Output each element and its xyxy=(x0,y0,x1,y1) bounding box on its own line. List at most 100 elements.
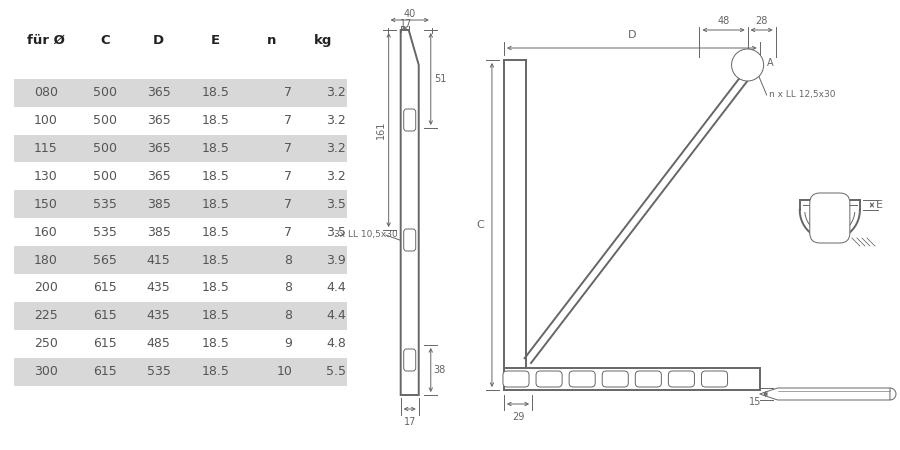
Text: 18.5: 18.5 xyxy=(202,254,230,266)
Text: 40: 40 xyxy=(403,9,416,19)
Text: 365: 365 xyxy=(147,114,170,127)
Text: 485: 485 xyxy=(147,338,170,350)
Text: 8: 8 xyxy=(284,282,292,294)
Text: 18.5: 18.5 xyxy=(202,114,230,127)
Text: 28: 28 xyxy=(755,16,768,26)
Bar xyxy=(14,302,350,330)
Text: 4.4: 4.4 xyxy=(326,310,346,322)
Text: 3.2: 3.2 xyxy=(326,142,346,155)
FancyBboxPatch shape xyxy=(503,371,529,387)
Polygon shape xyxy=(400,30,418,395)
Bar xyxy=(14,358,350,386)
Polygon shape xyxy=(760,388,890,400)
Text: 615: 615 xyxy=(93,310,117,322)
Text: 365: 365 xyxy=(147,86,170,99)
Text: 180: 180 xyxy=(34,254,58,266)
Text: 9: 9 xyxy=(284,338,292,350)
Text: 565: 565 xyxy=(93,254,117,266)
Text: 3.2: 3.2 xyxy=(326,114,346,127)
Text: 8: 8 xyxy=(284,254,292,266)
Text: D: D xyxy=(627,30,636,40)
Text: 415: 415 xyxy=(147,254,170,266)
Text: 7: 7 xyxy=(284,114,292,127)
Text: 385: 385 xyxy=(147,226,170,239)
Text: 615: 615 xyxy=(93,338,117,350)
Text: 435: 435 xyxy=(147,282,170,294)
Text: 160: 160 xyxy=(34,226,58,239)
Text: 38: 38 xyxy=(434,365,446,375)
Text: 15: 15 xyxy=(750,397,761,407)
Text: 500: 500 xyxy=(93,86,117,99)
Text: 5.5: 5.5 xyxy=(326,365,346,378)
Text: 10: 10 xyxy=(276,365,292,378)
Text: A: A xyxy=(767,58,773,68)
Text: 161: 161 xyxy=(375,121,385,139)
Text: 7: 7 xyxy=(284,170,292,183)
Text: 18.5: 18.5 xyxy=(202,170,230,183)
Text: 535: 535 xyxy=(93,198,117,211)
Text: n x LL 12,5x30: n x LL 12,5x30 xyxy=(769,90,835,99)
Text: 51: 51 xyxy=(434,74,446,84)
Bar xyxy=(14,246,350,274)
Text: 17: 17 xyxy=(403,417,416,427)
Text: n: n xyxy=(266,34,275,47)
Text: E: E xyxy=(212,34,220,47)
Text: 18.5: 18.5 xyxy=(202,365,230,378)
Text: 7: 7 xyxy=(284,226,292,239)
Text: 3.5: 3.5 xyxy=(326,226,346,239)
Text: 17: 17 xyxy=(400,19,412,29)
Text: 18.5: 18.5 xyxy=(202,142,230,155)
Text: C: C xyxy=(100,34,110,47)
Bar xyxy=(14,135,350,162)
Text: 48: 48 xyxy=(717,16,730,26)
Text: 435: 435 xyxy=(147,310,170,322)
Text: 300: 300 xyxy=(34,365,58,378)
FancyBboxPatch shape xyxy=(635,371,662,387)
FancyBboxPatch shape xyxy=(569,371,595,387)
Text: 535: 535 xyxy=(93,226,117,239)
Text: 4.8: 4.8 xyxy=(326,338,346,350)
Text: für Ø: für Ø xyxy=(27,34,65,47)
Text: 18.5: 18.5 xyxy=(202,338,230,350)
Text: 100: 100 xyxy=(34,114,58,127)
Text: 130: 130 xyxy=(34,170,58,183)
Text: 3.2: 3.2 xyxy=(326,86,346,99)
Text: 500: 500 xyxy=(93,142,117,155)
Circle shape xyxy=(732,49,763,81)
Text: 385: 385 xyxy=(147,198,170,211)
Text: 115: 115 xyxy=(34,142,58,155)
FancyBboxPatch shape xyxy=(602,371,628,387)
Text: 500: 500 xyxy=(93,170,117,183)
Text: 4.4: 4.4 xyxy=(326,282,346,294)
Text: 3.2: 3.2 xyxy=(326,170,346,183)
Text: 365: 365 xyxy=(147,170,170,183)
Text: 150: 150 xyxy=(34,198,58,211)
Bar xyxy=(14,190,350,218)
Text: 7: 7 xyxy=(284,86,292,99)
FancyBboxPatch shape xyxy=(404,349,416,371)
Text: 3x LL 10,5x30: 3x LL 10,5x30 xyxy=(334,230,397,239)
Bar xyxy=(14,79,350,107)
Text: 29: 29 xyxy=(512,412,524,422)
Text: 7: 7 xyxy=(284,198,292,211)
FancyBboxPatch shape xyxy=(810,193,850,243)
Text: 615: 615 xyxy=(93,365,117,378)
Text: 18.5: 18.5 xyxy=(202,86,230,99)
Text: 3.5: 3.5 xyxy=(326,198,346,211)
Text: 500: 500 xyxy=(93,114,117,127)
FancyBboxPatch shape xyxy=(701,371,727,387)
FancyBboxPatch shape xyxy=(404,109,416,131)
FancyBboxPatch shape xyxy=(669,371,695,387)
Text: 18.5: 18.5 xyxy=(202,198,230,211)
Text: 18.5: 18.5 xyxy=(202,226,230,239)
Text: 200: 200 xyxy=(34,282,58,294)
Text: 18.5: 18.5 xyxy=(202,282,230,294)
FancyBboxPatch shape xyxy=(404,229,416,251)
Text: 8: 8 xyxy=(284,310,292,322)
Text: 535: 535 xyxy=(147,365,170,378)
Text: C: C xyxy=(476,220,484,230)
Text: D: D xyxy=(153,34,164,47)
FancyBboxPatch shape xyxy=(536,371,562,387)
Text: 250: 250 xyxy=(34,338,58,350)
Text: E: E xyxy=(876,200,883,210)
